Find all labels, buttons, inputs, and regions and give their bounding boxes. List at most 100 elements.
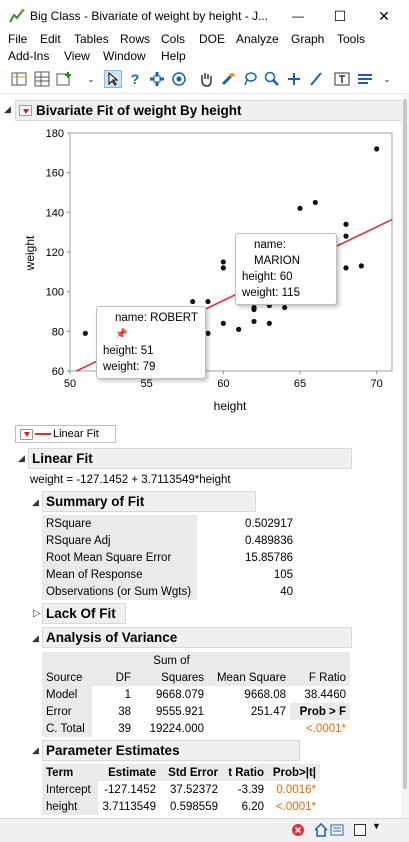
linear-fit-legend[interactable]: Linear Fit bbox=[15, 425, 116, 443]
linear-fit-title: Linear Fit bbox=[32, 451, 93, 466]
crosshair-icon[interactable] bbox=[148, 70, 166, 88]
lack-of-fit-header[interactable]: Lack Of Fit bbox=[42, 603, 126, 624]
anova-collapse-icon[interactable]: ◢ bbox=[32, 633, 39, 643]
anova-col-head: Squares bbox=[161, 671, 204, 684]
params-col-head: t Ratio bbox=[228, 766, 264, 779]
anova-cell: 38.4460 bbox=[304, 688, 346, 701]
y-tick-label: 180 bbox=[46, 128, 64, 140]
data-point bbox=[82, 330, 88, 336]
dropdown-arrow-icon[interactable]: ▼ bbox=[372, 821, 381, 831]
table-row: height 3.7113549 0.598559 6.20 <.0001* bbox=[42, 798, 320, 815]
text-annotate-icon[interactable] bbox=[333, 70, 351, 88]
brush-icon[interactable] bbox=[219, 70, 237, 88]
lack-of-fit-expand-icon[interactable]: ▷ bbox=[33, 608, 41, 619]
menu-tools[interactable]: Tools bbox=[337, 32, 366, 46]
menu-rows[interactable]: Rows bbox=[120, 32, 151, 46]
linear-fit-header[interactable]: Linear Fit bbox=[28, 448, 352, 469]
menu-edit[interactable]: Edit bbox=[40, 32, 61, 46]
data-point bbox=[266, 320, 272, 326]
params-col-head: Prob>|t| bbox=[272, 766, 316, 779]
anova-header[interactable]: Analysis of Variance bbox=[42, 627, 352, 648]
summary-collapse-icon[interactable]: ◢ bbox=[32, 497, 39, 507]
params-cell: 0.598559 bbox=[170, 800, 218, 813]
line-icon[interactable] bbox=[307, 70, 325, 88]
toolbar-overflow-icon[interactable]: ⌄ bbox=[87, 74, 95, 84]
params-cell: 0.0016* bbox=[276, 783, 316, 796]
anova-header-row: Source DF Squares Mean Square F Ratio bbox=[42, 669, 350, 686]
menu-analyze[interactable]: Analyze bbox=[236, 32, 279, 46]
params-table: Term Estimate Std Error t Ratio Prob>|t|… bbox=[42, 764, 320, 815]
anova-cell: 1 bbox=[124, 688, 131, 701]
menu-doe[interactable]: DOE bbox=[199, 32, 226, 46]
menu-view[interactable]: View bbox=[64, 49, 90, 63]
menu-help[interactable]: Help bbox=[161, 49, 186, 63]
vertical-scrollbar[interactable] bbox=[401, 95, 409, 818]
data-point bbox=[236, 326, 242, 332]
grid-icon[interactable] bbox=[33, 70, 51, 88]
pin-icon[interactable]: 📌 bbox=[115, 329, 128, 340]
error-icon[interactable] bbox=[291, 823, 305, 840]
table-row: Mean of Response 105 bbox=[42, 566, 297, 583]
toolbar-overflow-icon-2[interactable]: ⌄ bbox=[383, 74, 391, 84]
data-point bbox=[220, 265, 226, 271]
anova-col-head: Sum of bbox=[153, 654, 190, 667]
plus-icon[interactable] bbox=[285, 70, 303, 88]
toolbar: ⌄ ? ⌄ bbox=[0, 66, 409, 94]
menu-graph[interactable]: Graph bbox=[291, 32, 325, 46]
params-collapse-icon[interactable]: ◢ bbox=[32, 745, 39, 755]
anova-cell bbox=[208, 720, 290, 737]
summary-label: RSquare Adj bbox=[42, 532, 197, 549]
bivariate-header[interactable]: Bivariate Fit of weight By height bbox=[15, 100, 403, 121]
legend-line-swatch bbox=[35, 433, 51, 435]
menu-file[interactable]: File bbox=[8, 32, 28, 46]
lasso-icon[interactable] bbox=[241, 70, 259, 88]
anova-cell: 9555.921 bbox=[156, 705, 204, 718]
tooltip-robert-name-row: name: ROBERT 📌 bbox=[103, 310, 199, 343]
menu-cols[interactable]: Cols bbox=[161, 32, 186, 46]
target-icon[interactable] bbox=[170, 70, 188, 88]
params-cell: 37.52372 bbox=[170, 783, 218, 796]
params-cell: <.0001* bbox=[276, 800, 316, 813]
summary-label: Observations (or Sum Wgts) bbox=[42, 583, 197, 600]
table-icon[interactable] bbox=[10, 70, 28, 88]
scrollbar-thumb[interactable] bbox=[403, 99, 407, 789]
help-pointer-icon[interactable]: ? bbox=[130, 71, 140, 87]
summary-header[interactable]: Summary of Fit bbox=[42, 491, 256, 512]
params-header[interactable]: Parameter Estimates bbox=[42, 740, 300, 761]
summary-value: 0.489836 bbox=[245, 534, 293, 547]
menu-window[interactable]: Window bbox=[103, 49, 146, 63]
params-title: Parameter Estimates bbox=[46, 743, 180, 758]
list-icon[interactable] bbox=[356, 70, 374, 88]
params-header-row: Term Estimate Std Error t Ratio Prob>|t| bbox=[42, 764, 320, 781]
summary-value: 15.85786 bbox=[245, 551, 293, 564]
hand-icon[interactable] bbox=[197, 70, 215, 88]
anova-col-head: Mean Square bbox=[216, 671, 286, 684]
menu-tables[interactable]: Tables bbox=[74, 32, 109, 46]
anova-col-head: Source bbox=[46, 671, 83, 684]
red-triangle-menu-icon[interactable] bbox=[19, 105, 32, 116]
data-point bbox=[251, 318, 257, 325]
params-cell: -3.39 bbox=[237, 783, 264, 796]
minimize-button[interactable]: — bbox=[276, 2, 320, 30]
linear-fit-collapse-icon[interactable]: ◢ bbox=[18, 453, 25, 463]
anova-cell: C. Total bbox=[42, 720, 92, 737]
home-icon[interactable] bbox=[314, 822, 328, 840]
arrow-select-icon[interactable] bbox=[104, 70, 122, 88]
add-table-icon[interactable] bbox=[56, 70, 74, 88]
x-tick-label: 65 bbox=[294, 378, 306, 390]
collapse-triangle-icon[interactable]: ◢ bbox=[4, 104, 11, 114]
anova-cell: 9668.08 bbox=[244, 688, 286, 701]
magnifier-icon[interactable] bbox=[263, 70, 281, 88]
close-button[interactable]: ✕ bbox=[362, 2, 406, 30]
table-row: RSquare 0.502917 bbox=[42, 515, 297, 532]
y-tick-label: 140 bbox=[46, 207, 64, 219]
window-list-icon[interactable] bbox=[330, 823, 344, 840]
y-tick-label: 120 bbox=[46, 247, 64, 259]
menu-add-ins[interactable]: Add-Ins bbox=[8, 49, 50, 63]
data-point bbox=[220, 320, 226, 326]
summary-label: Mean of Response bbox=[42, 566, 197, 583]
tooltip-marion: name: MARION height: 60 weight: 115 bbox=[235, 233, 337, 305]
maximize-button[interactable]: ☐ bbox=[318, 2, 362, 30]
legend-red-triangle-icon[interactable] bbox=[20, 428, 33, 440]
checkbox-icon[interactable] bbox=[354, 824, 366, 836]
